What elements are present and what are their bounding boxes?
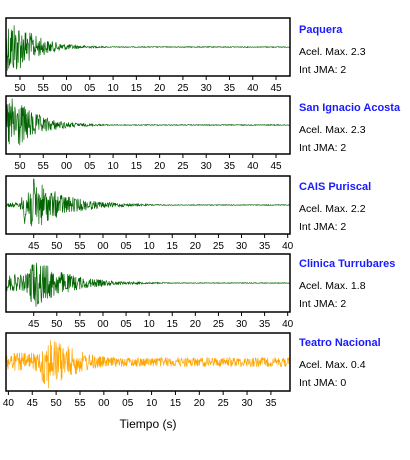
x-tick-label: 20 [154, 83, 166, 94]
x-tick-label: 25 [218, 398, 230, 409]
station-name-san-ignacio-acosta: San Ignacio Acosta [299, 102, 401, 114]
x-tick-label: 35 [259, 241, 271, 252]
station-name-cais-puriscal: CAIS Puriscal [299, 181, 372, 193]
station-name-paquera: Paquera [299, 24, 343, 36]
waveform-cais-puriscal [6, 178, 290, 227]
plot-frame [5, 253, 291, 313]
acel-max-clinica-turrubares: Acel. Max. 1.8 [299, 280, 366, 292]
x-tick-label: 45 [270, 83, 282, 94]
panel-teatro-nacional: 40 45 50 55 00 05 10 15 20 25 30 35 [3, 332, 291, 409]
int-jma-san-ignacio-acosta: Int JMA: 2 [299, 142, 347, 154]
x-tick-label: 50 [14, 161, 26, 172]
x-tick-label: 35 [259, 319, 271, 330]
waveform-san-ignacio-acosta [6, 98, 290, 146]
x-tick-label: 15 [167, 241, 179, 252]
x-tick-label: 15 [170, 398, 182, 409]
x-tick-label: 30 [236, 319, 248, 330]
x-tick-label: 55 [38, 83, 50, 94]
int-jma-clinica-turrubares: Int JMA: 2 [299, 298, 347, 310]
acel-max-san-ignacio-acosta: Acel. Max. 2.3 [299, 124, 366, 136]
x-axis-label: Tiempo (s) [120, 417, 177, 431]
x-tick-label: 40 [282, 241, 294, 252]
x-tick-label: 15 [167, 319, 179, 330]
int-jma-teatro-nacional: Int JMA: 0 [299, 377, 347, 389]
x-tick-label: 25 [213, 319, 225, 330]
panel-clinica-turrubares: 45 50 55 00 05 10 15 20 25 30 35 40 [5, 253, 294, 330]
panel-paquera: 50 55 00 05 10 15 20 25 30 35 40 45 [5, 17, 291, 94]
x-tick-label: 00 [61, 83, 73, 94]
x-tick-label: 30 [236, 241, 248, 252]
x-tick-label: 25 [213, 241, 225, 252]
x-tick-label: 35 [224, 83, 236, 94]
x-tick-label: 40 [247, 83, 259, 94]
x-tick-label: 20 [190, 319, 202, 330]
x-tick-label: 40 [3, 398, 15, 409]
plot-frame [5, 175, 291, 235]
x-tick-label: 30 [201, 161, 213, 172]
int-jma-paquera: Int JMA: 2 [299, 64, 347, 76]
waveform-paquera [6, 25, 290, 71]
x-tick-label: 00 [61, 161, 73, 172]
x-tick-label: 10 [108, 161, 120, 172]
x-tick-label: 40 [247, 161, 259, 172]
x-tick-label: 05 [121, 319, 133, 330]
x-tick-label: 35 [224, 161, 236, 172]
x-tick-label: 50 [14, 83, 26, 94]
x-tick-label: 25 [177, 161, 189, 172]
plot-frame [5, 95, 291, 155]
x-tick-label: 35 [265, 398, 277, 409]
x-tick-label: 10 [144, 319, 156, 330]
panel-san-ignacio-acosta: 50 55 00 05 10 15 20 25 30 35 40 45 [5, 95, 291, 172]
x-tick-label: 10 [146, 398, 158, 409]
x-tick-label: 45 [27, 398, 39, 409]
x-tick-label: 15 [131, 161, 143, 172]
acel-max-paquera: Acel. Max. 2.3 [299, 46, 366, 58]
x-tick-label: 50 [51, 241, 63, 252]
x-tick-label: 20 [190, 241, 202, 252]
x-tick-label: 10 [144, 241, 156, 252]
acel-max-teatro-nacional: Acel. Max. 0.4 [299, 359, 366, 371]
x-tick-label: 40 [282, 319, 294, 330]
x-tick-label: 15 [131, 83, 143, 94]
x-tick-label: 55 [74, 319, 86, 330]
x-tick-label: 30 [241, 398, 253, 409]
plot-frame [5, 332, 291, 392]
x-tick-label: 25 [177, 83, 189, 94]
x-tick-label: 50 [51, 398, 63, 409]
x-tick-label: 20 [194, 398, 206, 409]
x-tick-label: 45 [28, 241, 40, 252]
x-tick-label: 05 [121, 241, 133, 252]
x-tick-label: 00 [97, 319, 109, 330]
station-name-teatro-nacional: Teatro Nacional [299, 337, 381, 349]
station-name-clinica-turrubares: Clinica Turrubares [299, 258, 396, 270]
waveform-teatro-nacional [6, 340, 290, 389]
x-tick-label: 20 [154, 161, 166, 172]
panel-cais-puriscal: 45 50 55 00 05 10 15 20 25 30 35 40 [5, 175, 294, 252]
x-tick-label: 30 [201, 83, 213, 94]
x-tick-label: 00 [98, 398, 110, 409]
waveform-clinica-turrubares [6, 262, 290, 307]
x-tick-label: 05 [84, 161, 96, 172]
x-tick-label: 55 [74, 241, 86, 252]
x-tick-label: 50 [51, 319, 63, 330]
x-tick-label: 45 [270, 161, 282, 172]
x-tick-label: 55 [38, 161, 50, 172]
int-jma-cais-puriscal: Int JMA: 2 [299, 221, 347, 233]
x-tick-label: 55 [74, 398, 86, 409]
plot-frame [5, 17, 291, 77]
x-tick-label: 45 [28, 319, 40, 330]
x-tick-label: 00 [97, 241, 109, 252]
acel-max-cais-puriscal: Acel. Max. 2.2 [299, 203, 366, 215]
x-tick-label: 10 [108, 83, 120, 94]
x-tick-label: 05 [122, 398, 134, 409]
x-tick-label: 05 [84, 83, 96, 94]
